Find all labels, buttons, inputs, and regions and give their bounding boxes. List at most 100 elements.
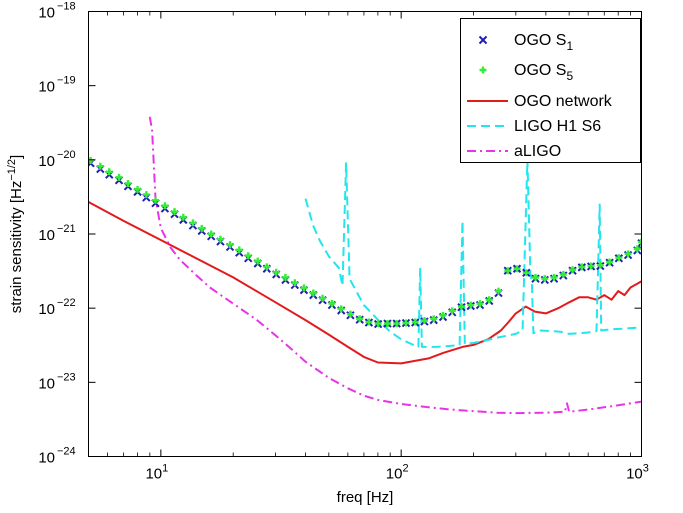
y-axis-label-end: ] bbox=[8, 155, 25, 159]
data-point-plus bbox=[559, 270, 567, 278]
data-point-plus bbox=[383, 320, 391, 328]
y-tick-label: 10 −18 bbox=[38, 1, 75, 22]
series-aligo bbox=[148, 116, 642, 415]
data-point-plus bbox=[457, 303, 465, 311]
legend-label: OGO network bbox=[514, 93, 613, 110]
data-point-plus bbox=[633, 245, 641, 253]
y-tick-exp: −20 bbox=[57, 149, 76, 161]
data-point-plus bbox=[171, 208, 179, 216]
data-point-plus bbox=[374, 320, 382, 328]
data-point-plus bbox=[522, 269, 530, 277]
legend-label-sub: 1 bbox=[566, 39, 573, 53]
x-tick-label: 103 bbox=[626, 463, 649, 483]
data-point-plus bbox=[402, 319, 410, 327]
x-axis-label: freq [Hz] bbox=[337, 489, 394, 506]
x-tick-label: 102 bbox=[386, 463, 409, 483]
data-point-plus bbox=[151, 196, 159, 204]
y-tick-base: 10 bbox=[38, 227, 55, 244]
data-point-plus bbox=[513, 265, 521, 273]
y-axis-label: strain sensitivity [Hz−1/2] bbox=[6, 155, 25, 313]
data-point-plus bbox=[115, 173, 123, 181]
y-tick-label: 10 −24 bbox=[38, 446, 75, 467]
data-point-plus bbox=[420, 317, 428, 325]
y-tick-label: 10 −22 bbox=[38, 297, 75, 318]
data-point-plus bbox=[134, 185, 142, 193]
x-tick-exp: 3 bbox=[643, 463, 649, 475]
y-tick-exp: −22 bbox=[57, 297, 76, 309]
data-point-plus bbox=[578, 263, 586, 271]
data-point-plus bbox=[328, 299, 336, 307]
legend-label-main: OGO S bbox=[514, 32, 566, 49]
y-tick-base: 10 bbox=[38, 79, 55, 96]
data-point-plus bbox=[495, 287, 503, 295]
legend-label: OGO S5 bbox=[514, 62, 573, 83]
legend-label: LIGO H1 S6 bbox=[514, 118, 601, 135]
y-tick-base: 10 bbox=[38, 450, 55, 467]
data-point-plus bbox=[393, 320, 401, 328]
y-tick-base: 10 bbox=[38, 375, 55, 392]
data-point-plus bbox=[448, 307, 456, 315]
data-point-plus bbox=[235, 246, 243, 254]
y-tick-label: 10 −20 bbox=[38, 149, 75, 170]
data-point-plus bbox=[198, 224, 206, 232]
data-point-plus bbox=[346, 310, 354, 318]
data-point-plus bbox=[430, 315, 438, 323]
data-point-plus bbox=[124, 179, 132, 187]
y-tick-exp: −18 bbox=[57, 1, 76, 13]
series-ogo-network bbox=[88, 201, 642, 365]
y-tick-base: 10 bbox=[38, 301, 55, 318]
legend-swatch-plus bbox=[479, 66, 487, 74]
data-point-plus bbox=[216, 235, 224, 243]
y-axis-label-main: strain sensitivity [Hz bbox=[8, 181, 25, 314]
y-tick-exp: −19 bbox=[57, 75, 76, 87]
x-tick-base: 10 bbox=[386, 466, 403, 483]
data-point-plus bbox=[550, 273, 558, 281]
data-point-plus bbox=[207, 230, 215, 238]
data-point-plus bbox=[587, 262, 595, 270]
legend-label-main: aLIGO bbox=[514, 143, 561, 160]
data-point-plus bbox=[96, 162, 104, 170]
data-point-plus bbox=[179, 213, 187, 221]
data-point-plus bbox=[189, 219, 197, 227]
legend-swatch-x bbox=[478, 35, 488, 45]
legend-label-main: OGO network bbox=[514, 93, 613, 110]
data-point-plus bbox=[309, 289, 317, 297]
series-ogo-s5 bbox=[88, 156, 642, 328]
legend-label-sub: 5 bbox=[566, 69, 573, 83]
data-point-plus bbox=[263, 263, 271, 271]
series-line bbox=[88, 201, 642, 365]
y-tick-base: 10 bbox=[38, 153, 55, 170]
legend-label: aLIGO bbox=[514, 143, 561, 160]
legend-label-main: LIGO H1 S6 bbox=[514, 118, 601, 135]
data-point-plus bbox=[532, 273, 540, 281]
data-point-plus bbox=[356, 315, 364, 323]
y-tick-label: 10 −19 bbox=[38, 75, 75, 96]
data-point-plus bbox=[142, 191, 150, 199]
x-tick-exp: 1 bbox=[162, 463, 168, 475]
data-point-plus bbox=[337, 305, 345, 313]
y-tick-base: 10 bbox=[38, 5, 55, 22]
data-point-plus bbox=[624, 250, 632, 258]
data-point-plus bbox=[638, 238, 642, 246]
y-tick-exp: −24 bbox=[57, 446, 76, 458]
data-point-plus bbox=[467, 301, 475, 309]
y-tick-exp: −21 bbox=[57, 223, 76, 235]
y-tick-label: 10 −23 bbox=[38, 371, 75, 392]
data-point-plus bbox=[244, 252, 252, 260]
legend-box bbox=[460, 18, 641, 163]
data-point-plus bbox=[291, 279, 299, 287]
x-tick-exp: 2 bbox=[402, 463, 408, 475]
y-axis-label-sup: −1/2 bbox=[6, 159, 18, 181]
data-point-plus bbox=[105, 168, 113, 176]
legend-label-main: OGO S bbox=[514, 62, 566, 79]
data-point-plus bbox=[569, 266, 577, 274]
data-point-plus bbox=[411, 318, 419, 326]
y-tick-label: 10 −21 bbox=[38, 223, 75, 244]
data-point-plus bbox=[485, 296, 493, 304]
data-point-plus bbox=[439, 311, 447, 319]
data-point-plus bbox=[161, 202, 169, 210]
series-ligo-h1-s6 bbox=[304, 158, 642, 348]
